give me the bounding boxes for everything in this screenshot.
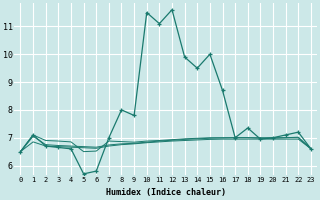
X-axis label: Humidex (Indice chaleur): Humidex (Indice chaleur) (106, 188, 226, 197)
